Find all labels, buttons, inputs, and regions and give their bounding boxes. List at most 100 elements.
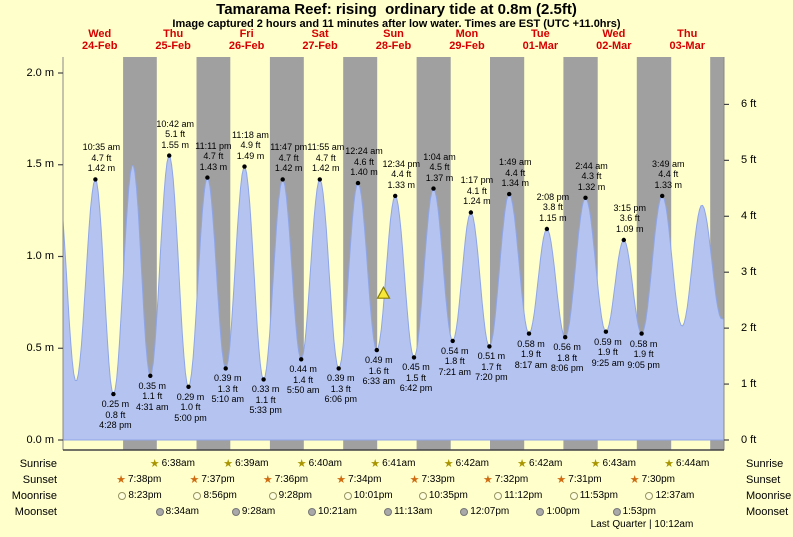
- tide-extreme-dot: [374, 347, 379, 353]
- tide-label-line: 1.9 ft: [520, 349, 541, 360]
- tide-label-line: 1.49 m: [236, 150, 265, 161]
- moonrise-circle-icon: [268, 492, 277, 500]
- sunset-time: 7:36pm: [274, 474, 309, 485]
- sunrise-time: 6:38am: [161, 458, 195, 469]
- sunset-item: ★ 7:38pm: [116, 473, 161, 487]
- moonset-time: 11:13am: [394, 506, 433, 517]
- tide-extreme-dot: [167, 153, 172, 158]
- day-header: Mon 29-Feb: [431, 28, 503, 52]
- sunrise-row-label-left: Sunrise: [19, 458, 57, 470]
- tide-label-line: 3.8 ft: [542, 202, 563, 213]
- tide-label-line: 0.35 m: [138, 380, 167, 391]
- tide-label-line: 1.1 ft: [255, 394, 276, 405]
- tide-label-line: 0.44 m: [289, 364, 317, 375]
- tide-label-line: 4.4 ft: [658, 169, 679, 180]
- tide-label-line: 4.4 ft: [505, 167, 526, 178]
- tide-label-line: 1.42 m: [87, 163, 116, 174]
- sunset-star-icon: ★: [556, 473, 567, 486]
- low-tide-label: 0.33 m 1.1 ft 5:33 pm: [236, 384, 296, 416]
- low-tide-label: 0.39 m 1.3 ft 6:06 pm: [311, 373, 371, 405]
- sunset-time: 7:37pm: [201, 474, 235, 485]
- tide-label-line: 1.3 ft: [330, 383, 351, 394]
- tide-label-line: 4:28 pm: [99, 420, 132, 431]
- moonrise-time: 10:35pm: [428, 490, 468, 501]
- tide-label-line: 1.34 m: [501, 178, 529, 189]
- moonrise-item: 11:53pm: [569, 489, 618, 503]
- low-tide-label: 0.39 m 1.3 ft 5:10 am: [198, 373, 258, 405]
- moonset-circle-icon: [536, 508, 545, 516]
- sunrise-item: ★ 6:43am: [591, 457, 636, 471]
- sunset-item: ★ 7:30pm: [630, 473, 675, 487]
- tide-label-line: 0.56 m: [553, 342, 581, 353]
- high-tide-label: 11:18 am 4.9 ft 1.49 m: [220, 130, 280, 162]
- tide-extreme-dot: [487, 344, 492, 349]
- high-tide-label: 10:42 am 5.1 ft 1.55 m: [145, 119, 205, 151]
- day-name: Tue: [531, 28, 550, 40]
- day-header: Sun 28-Feb: [358, 28, 430, 52]
- y-axis-label-feet: 5 ft: [741, 153, 757, 166]
- tide-label-line: 0.8 ft: [105, 409, 126, 420]
- tide-extreme-dot: [111, 391, 116, 397]
- sunset-item: ★ 7:34pm: [336, 473, 381, 487]
- sunrise-time: 6:40am: [308, 458, 342, 469]
- sunset-item: ★ 7:32pm: [483, 473, 528, 487]
- sunrise-star-icon: ★: [149, 457, 160, 470]
- tide-label-line: 1.5 ft: [405, 372, 426, 383]
- moonrise-time: 11:12pm: [504, 490, 543, 501]
- day-date: 24-Feb: [81, 39, 118, 52]
- sunset-star-icon: ★: [629, 473, 640, 486]
- sunset-item: ★ 7:37pm: [189, 473, 234, 487]
- tide-label-line: 1.09 m: [616, 223, 644, 234]
- tide-label-line: 4.7 ft: [278, 152, 299, 163]
- tide-label-line: 4.7 ft: [315, 152, 336, 163]
- sunset-star-icon: ★: [336, 473, 347, 486]
- y-axis-label-feet: 3 ft: [741, 265, 757, 278]
- tide-extreme-dot: [507, 191, 512, 197]
- tide-label-line: 0.39 m: [326, 373, 355, 384]
- moonrise-item: 10:01pm: [343, 489, 393, 503]
- y-axis-label-metres: 0.0 m: [26, 433, 54, 446]
- sunset-time: 7:34pm: [348, 474, 382, 485]
- moonrise-time: 12:37am: [655, 490, 695, 501]
- sunrise-item: ★ 6:38am: [150, 457, 195, 471]
- sunrise-time: 6:43am: [602, 458, 636, 469]
- tide-label-line: 6:33 am: [362, 376, 396, 387]
- sunrise-star-icon: ★: [296, 457, 307, 470]
- tide-label-line: 8:06 pm: [550, 363, 584, 374]
- tide-extreme-dot: [660, 193, 665, 199]
- tide-label-line: 0.39 m: [213, 373, 242, 384]
- tide-label-line: 0.25 m: [101, 399, 130, 410]
- current-tide-marker: [376, 285, 391, 299]
- tide-label-line: 1.15 m: [539, 212, 567, 223]
- low-tide-label: 0.58 m 1.9 ft 9:05 pm: [614, 339, 674, 371]
- low-tide-label: 0.51 m 1.7 ft 7:20 pm: [461, 351, 521, 383]
- sunrise-star-icon: ★: [223, 457, 234, 470]
- sunset-row-label-right: Sunset: [746, 474, 781, 486]
- low-tide-label: 0.45 m 1.5 ft 6:42 pm: [386, 362, 446, 394]
- moonrise-circle-icon: [193, 492, 202, 500]
- sunrise-item: ★ 6:39am: [223, 457, 268, 471]
- sunset-time: 7:31pm: [568, 474, 602, 485]
- moonset-time: 8:34am: [165, 506, 200, 517]
- tide-extreme-dot: [639, 331, 644, 336]
- high-tide-label: 2:08 pm 3.8 ft 1.15 m: [523, 192, 583, 224]
- low-tide-label: 0.49 m 1.6 ft 6:33 am: [349, 355, 409, 387]
- moonset-row-label-left: Moonset: [14, 506, 57, 518]
- y-axis-label-feet: 6 ft: [741, 97, 757, 110]
- day-name: Thu: [163, 28, 184, 40]
- tide-label-line: 0.49 m: [365, 355, 393, 366]
- moonrise-circle-icon: [645, 492, 654, 500]
- high-tide-label: 2:44 am 4.3 ft 1.32 m: [561, 161, 621, 193]
- moonset-item: 10:21am: [308, 505, 357, 519]
- low-tide-label: 0.58 m 1.9 ft 8:17 am: [501, 339, 561, 371]
- tide-label-line: 5:50 am: [286, 385, 320, 396]
- sunset-time: 7:30pm: [641, 474, 676, 485]
- tide-label-line: 4.7 ft: [91, 152, 112, 163]
- tide-label-line: 1.8 ft: [444, 356, 465, 367]
- tide-label-line: 10:35 am: [82, 142, 121, 153]
- tide-label-line: 6:42 pm: [399, 383, 433, 394]
- moonset-circle-icon: [460, 508, 469, 516]
- moonset-time: 1:53pm: [622, 506, 656, 517]
- moonset-item: 1:53pm: [612, 505, 656, 519]
- sunrise-item: ★ 6:40am: [297, 457, 342, 471]
